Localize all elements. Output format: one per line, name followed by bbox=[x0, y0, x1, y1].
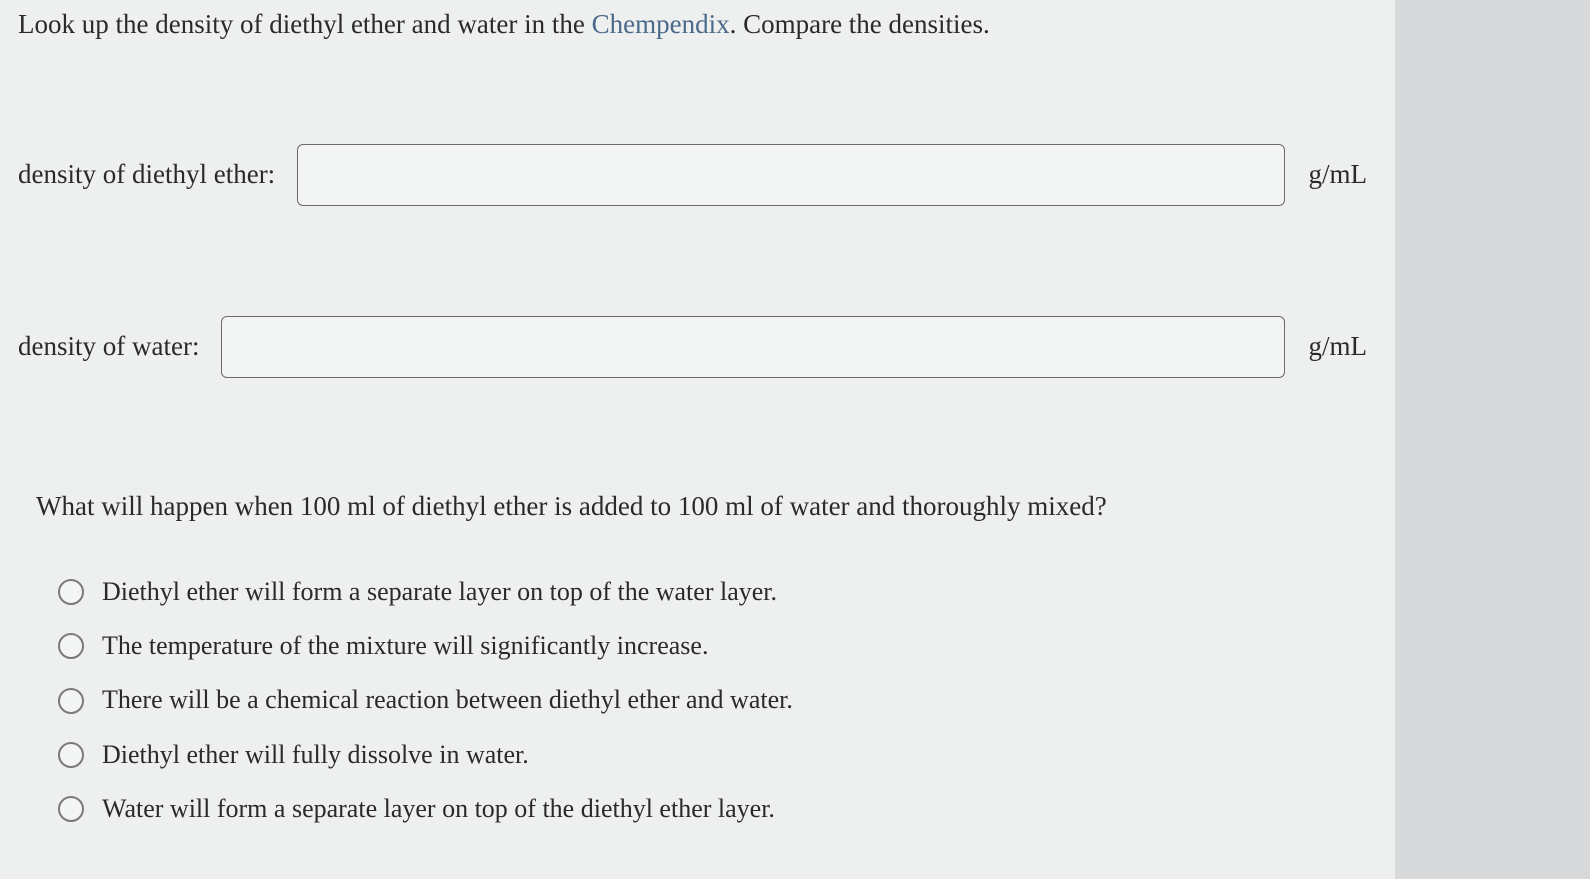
mc-option-label: Diethyl ether will form a separate layer… bbox=[102, 574, 777, 610]
density-water-unit: g/mL bbox=[1309, 331, 1368, 362]
mc-options: Diethyl ether will form a separate layer… bbox=[58, 574, 1367, 828]
density-ether-label: density of diethyl ether: bbox=[18, 159, 275, 190]
radio-icon bbox=[58, 633, 84, 659]
prompt-after-link: . Compare the densities. bbox=[730, 9, 990, 39]
mc-option-label: Diethyl ether will fully dissolve in wat… bbox=[102, 737, 529, 773]
radio-icon bbox=[58, 688, 84, 714]
mc-option-4[interactable]: Water will form a separate layer on top … bbox=[58, 791, 1367, 827]
mc-option-2[interactable]: There will be a chemical reaction betwee… bbox=[58, 682, 1367, 718]
mc-option-label: There will be a chemical reaction betwee… bbox=[102, 682, 793, 718]
mc-option-3[interactable]: Diethyl ether will fully dissolve in wat… bbox=[58, 737, 1367, 773]
mc-option-label: The temperature of the mixture will sign… bbox=[102, 628, 708, 664]
mc-option-1[interactable]: The temperature of the mixture will sign… bbox=[58, 628, 1367, 664]
question-panel: Look up the density of diethyl ether and… bbox=[0, 0, 1395, 879]
prompt-before-link: Look up the density of diethyl ether and… bbox=[18, 9, 592, 39]
chempendix-link[interactable]: Chempendix bbox=[592, 9, 730, 39]
density-ether-input[interactable] bbox=[297, 144, 1284, 206]
radio-icon bbox=[58, 742, 84, 768]
radio-icon bbox=[58, 796, 84, 822]
mc-option-label: Water will form a separate layer on top … bbox=[102, 791, 775, 827]
content-wrapper: Look up the density of diethyl ether and… bbox=[18, 6, 1367, 828]
radio-icon bbox=[58, 579, 84, 605]
mc-question-text: What will happen when 100 ml of diethyl … bbox=[36, 488, 1367, 526]
mc-option-0[interactable]: Diethyl ether will form a separate layer… bbox=[58, 574, 1367, 610]
prompt-text: Look up the density of diethyl ether and… bbox=[18, 6, 1367, 44]
density-water-input[interactable] bbox=[221, 316, 1284, 378]
density-water-row: density of water: g/mL bbox=[18, 316, 1367, 378]
density-ether-unit: g/mL bbox=[1309, 159, 1368, 190]
density-ether-row: density of diethyl ether: g/mL bbox=[18, 144, 1367, 206]
density-water-label: density of water: bbox=[18, 331, 199, 362]
